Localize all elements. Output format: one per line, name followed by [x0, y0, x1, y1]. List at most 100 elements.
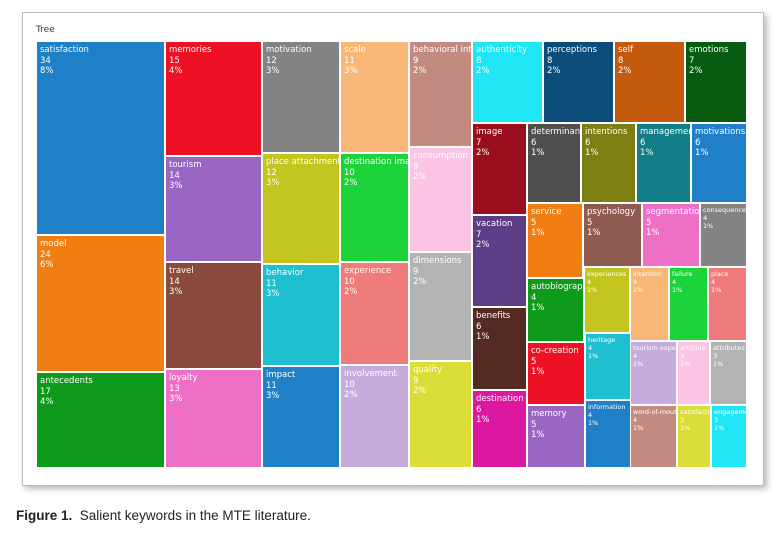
tile-percent: 2% [618, 66, 632, 77]
treemap-tile: loyalty 13 3% [165, 369, 262, 468]
tile-percent: 3% [266, 178, 280, 189]
tile-label: failure [672, 270, 693, 278]
tile-percent: 1% [585, 148, 599, 159]
tile-percent: 3% [266, 66, 280, 77]
tile-label: motivations [695, 127, 746, 137]
treemap-tile: image 7 2% [472, 123, 527, 215]
tile-count: 5 [531, 419, 537, 430]
treemap-tile: experience 10 2% [340, 262, 409, 365]
treemap-tile: segmentation 5 1% [642, 203, 700, 267]
tile-count: 10 [344, 276, 355, 287]
tile-label: quality [413, 365, 443, 375]
tile-count: 6 [695, 137, 701, 148]
tile-label: attributes [713, 344, 745, 352]
tile-label: involvement [344, 369, 397, 379]
tile-label: engagement [714, 408, 746, 416]
tile-label: autobiographical memory [531, 282, 583, 292]
tile-percent: 1% [633, 424, 644, 433]
tile-percent: 3% [169, 394, 183, 405]
tile-percent: 4% [169, 66, 183, 77]
tile-count: 6 [476, 321, 482, 332]
tile-count: 4 [588, 344, 593, 353]
tile-count: 7 [689, 55, 695, 66]
chart-title: Tree [36, 25, 55, 35]
treemap-tile: consumption 9 2% [409, 147, 472, 252]
tile-label: consequences [703, 206, 747, 214]
treemap-tile: dimensions 9 2% [409, 252, 472, 361]
tile-label: heritage [588, 336, 616, 344]
treemap-tile: behavior 11 3% [262, 264, 340, 366]
tile-count: 4 [633, 352, 638, 361]
tile-label: service [531, 207, 562, 217]
tile-count: 5 [646, 217, 652, 228]
tile-percent: 2% [476, 66, 490, 77]
treemap-tile: consequences 4 1% [700, 203, 747, 267]
tile-percent: 1% [588, 352, 599, 361]
tile-label: scale [344, 45, 366, 55]
tile-label: image [476, 127, 503, 137]
tile-count: 11 [344, 55, 355, 66]
tile-percent: 1% [714, 424, 725, 433]
tile-percent: 2% [413, 386, 427, 397]
tile-label: consumption [413, 151, 469, 161]
tile-label: satisfaction [680, 408, 710, 416]
tile-label: management [640, 127, 690, 137]
tile-percent: 1% [476, 415, 490, 426]
tile-label: behavioral intentions [413, 45, 472, 55]
tile-count: 3 [713, 352, 718, 361]
tile-label: experience [344, 266, 392, 276]
tile-count: 11 [266, 380, 277, 391]
treemap-tile: satisfaction31% [677, 405, 711, 468]
treemap-tile: vacation 7 2% [472, 215, 527, 307]
tile-label: behavior [266, 268, 304, 278]
tile-count: 13 [169, 383, 180, 394]
treemap-tile: authenticity 8 2% [472, 41, 543, 123]
treemap-tile: place attachment 12 3% [262, 153, 340, 264]
tile-label: memories [169, 45, 212, 55]
tile-label: tourism [169, 160, 202, 170]
treemap-tile: destination image102% [340, 153, 409, 262]
tile-count: 7 [476, 137, 482, 148]
tile-label: word-of-mouth [633, 408, 677, 416]
tile-label: determinants [531, 127, 581, 137]
treemap-tile: involvement 10 2% [340, 365, 409, 468]
treemap-tile: experiences 4 1% [584, 267, 630, 333]
tile-count: 10 [344, 379, 355, 390]
tile-label: perceptions [547, 45, 597, 55]
tile-percent: 2% [344, 287, 358, 298]
treemap-tile: emotions 7 2% [685, 41, 747, 123]
tile-label: emotions [689, 45, 729, 55]
tile-percent: 1% [672, 286, 683, 295]
tile-label: self [618, 45, 634, 55]
tile-percent: 1% [711, 286, 722, 295]
treemap-tile: attributes 3 1% [710, 341, 747, 405]
tile-count: 5 [531, 217, 537, 228]
tile-count: 5 [531, 356, 537, 367]
treemap-tile: behavioral intentions92% [409, 41, 472, 147]
tile-label: destination image [344, 157, 408, 167]
tile-percent: 2% [413, 172, 427, 183]
tile-percent: 1% [633, 286, 644, 295]
tile-label: authenticity [476, 45, 528, 55]
tile-count: 34 [40, 55, 51, 66]
treemap-tile: heritage 4 1% [585, 333, 631, 400]
treemap-tile: antecedents 17 4% [36, 372, 165, 468]
tile-count: 9 [413, 161, 419, 172]
tile-count: 14 [169, 276, 180, 287]
tile-percent: 3% [344, 66, 358, 77]
tile-percent: 1% [713, 360, 724, 369]
tile-label: intentions [585, 127, 628, 137]
tile-label: information [588, 403, 626, 411]
tile-count: 12 [266, 55, 277, 66]
tile-percent: 2% [413, 66, 427, 77]
treemap-tile: perceptions 8 2% [543, 41, 614, 123]
tile-percent: 1% [531, 148, 545, 159]
tile-count: 3 [680, 416, 685, 425]
treemap-tile: attitude 3 1% [677, 341, 710, 405]
treemap-tile: word-of-mouth 4 1% [630, 405, 677, 468]
figure-caption: Figure 1. Salient keywords in the MTE li… [16, 508, 311, 523]
treemap-tile: motivation 12 3% [262, 41, 340, 153]
tile-percent: 2% [413, 277, 427, 288]
